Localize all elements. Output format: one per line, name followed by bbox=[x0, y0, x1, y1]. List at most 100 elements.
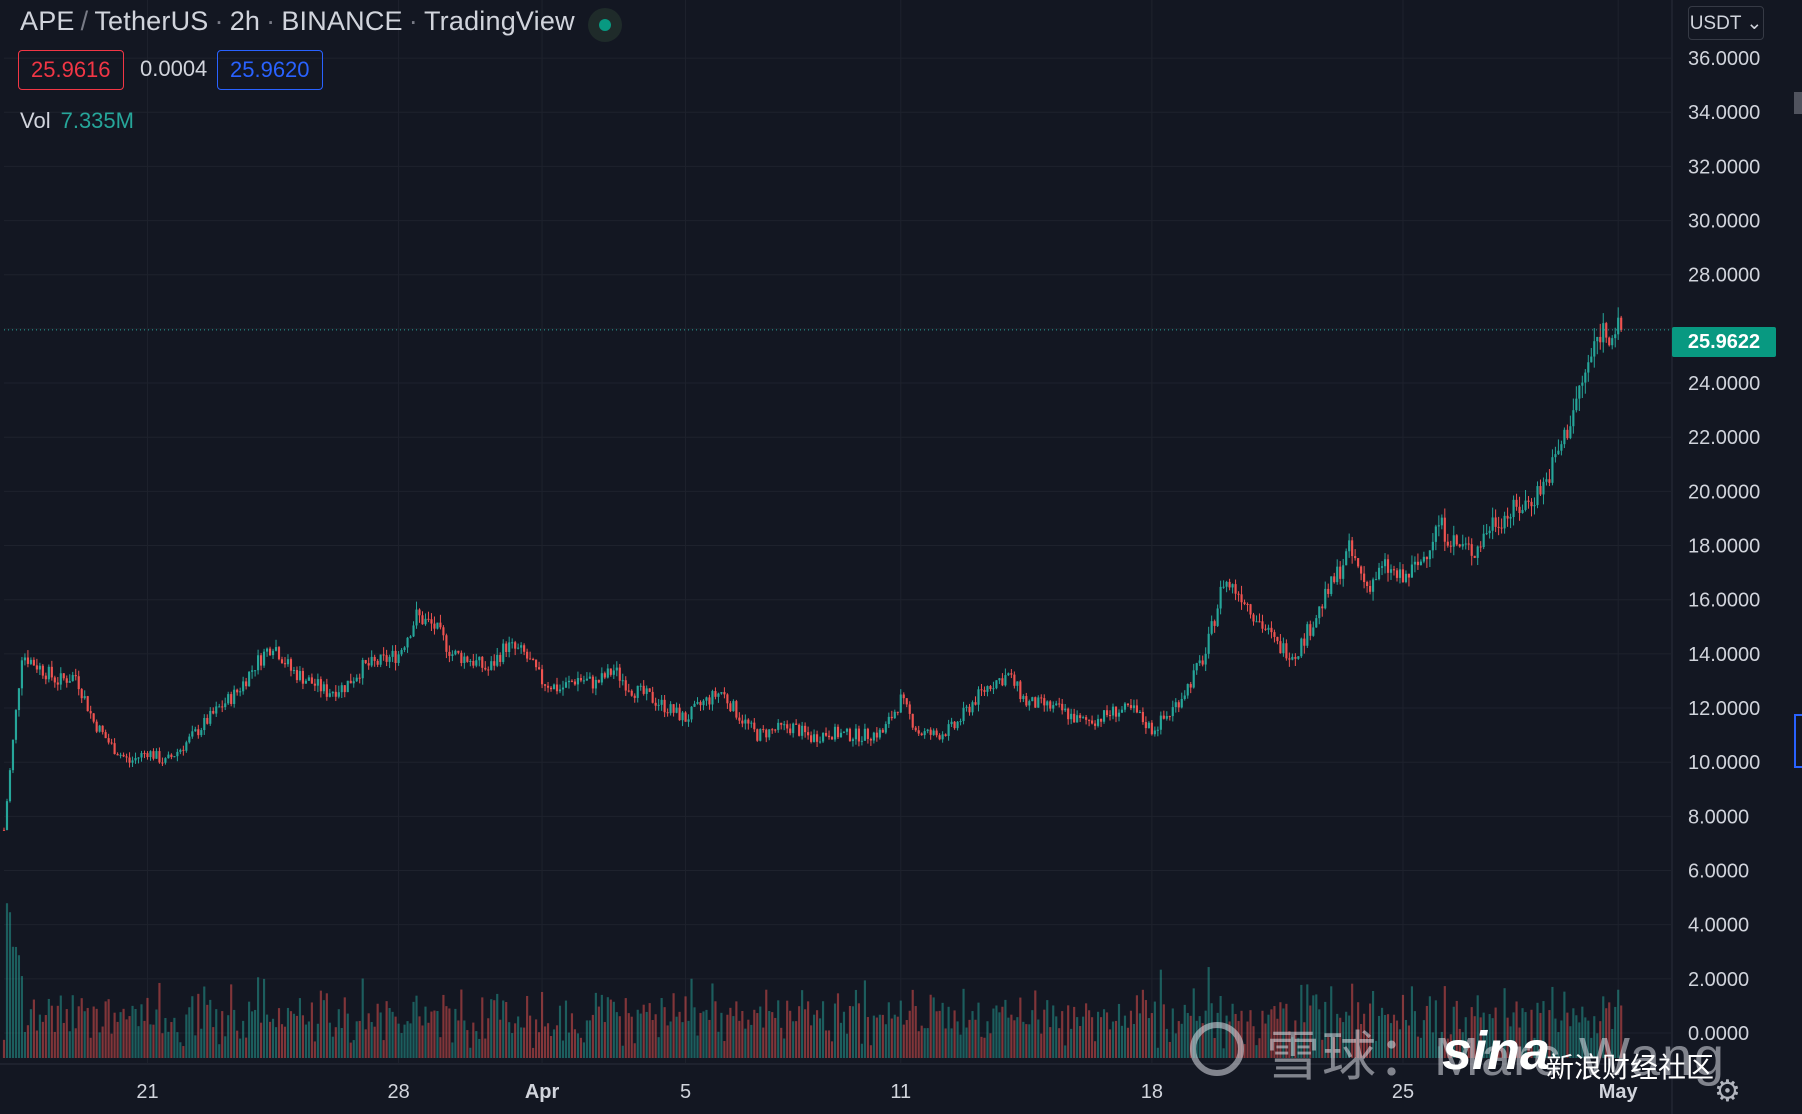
volume-bar bbox=[771, 1012, 774, 1058]
volume-bar bbox=[642, 1004, 645, 1058]
volume-bar bbox=[944, 1028, 947, 1058]
volume-bar bbox=[905, 1020, 908, 1058]
volume-bar bbox=[735, 1001, 738, 1058]
candle-body bbox=[1028, 701, 1031, 706]
candle-body bbox=[62, 673, 65, 679]
candle-body bbox=[714, 691, 717, 697]
volume-bar bbox=[1479, 1017, 1482, 1058]
candle-body bbox=[1073, 713, 1076, 723]
volume-bar bbox=[845, 1033, 849, 1058]
volume-bar bbox=[1085, 1003, 1088, 1058]
candle-body bbox=[1467, 543, 1470, 545]
volume-bar bbox=[1509, 1026, 1512, 1058]
volume-legend[interactable]: Vol 7.335M bbox=[20, 108, 134, 134]
volume-bar bbox=[774, 1017, 777, 1058]
grid bbox=[0, 0, 1673, 1114]
volume-bar bbox=[1563, 991, 1566, 1058]
candle-body bbox=[878, 729, 881, 738]
candle-body bbox=[1201, 660, 1204, 665]
volume-bar bbox=[1025, 1024, 1028, 1058]
volume-bar bbox=[1449, 1034, 1452, 1058]
volume-bar bbox=[950, 1028, 953, 1058]
candle-body bbox=[289, 659, 293, 671]
candle-body bbox=[579, 678, 583, 681]
candle-body bbox=[361, 660, 364, 679]
candle-body bbox=[131, 760, 134, 763]
volume-bar bbox=[1377, 1015, 1381, 1058]
volume-bar bbox=[83, 1011, 86, 1058]
candle-body bbox=[615, 667, 618, 671]
candle-body bbox=[481, 656, 484, 668]
candle-body bbox=[451, 654, 454, 656]
volume-bar bbox=[1258, 1038, 1261, 1058]
candle-body bbox=[1345, 551, 1348, 566]
volume-bar bbox=[1192, 988, 1195, 1058]
candle-body bbox=[478, 656, 481, 661]
candle-body bbox=[753, 722, 756, 730]
volume-label: Vol bbox=[20, 108, 51, 133]
candle-body bbox=[1240, 594, 1243, 603]
volume-bars bbox=[2, 903, 1623, 1058]
market-open-status-icon[interactable] bbox=[588, 8, 622, 42]
candle-body bbox=[274, 647, 278, 651]
volume-bar bbox=[313, 1041, 316, 1058]
candle-body bbox=[1243, 602, 1246, 605]
side-panel-toggle[interactable] bbox=[1794, 714, 1802, 768]
volume-bar bbox=[307, 1021, 310, 1058]
candle-body bbox=[1303, 638, 1306, 646]
candle-body bbox=[1171, 707, 1174, 717]
currency-select-button[interactable]: USDT ⌄ bbox=[1688, 6, 1764, 40]
volume-bar bbox=[1342, 1022, 1345, 1058]
candle-body bbox=[1330, 576, 1333, 594]
volume-bar bbox=[496, 993, 499, 1058]
volume-bar bbox=[502, 1000, 505, 1058]
candle-body bbox=[1431, 541, 1434, 551]
spread-value: 0.0004 bbox=[140, 56, 208, 81]
volume-bar bbox=[714, 1001, 717, 1058]
candle-body bbox=[1153, 730, 1156, 735]
candle-body bbox=[1360, 566, 1363, 574]
interval-label[interactable]: 2h bbox=[229, 6, 261, 36]
volume-bar bbox=[325, 993, 328, 1058]
volume-bar bbox=[143, 1020, 146, 1058]
candle-body bbox=[188, 736, 191, 743]
candle-body bbox=[603, 673, 606, 678]
candle-body bbox=[1428, 550, 1431, 560]
settings-gear-icon[interactable]: ⚙ bbox=[1714, 1075, 1741, 1108]
candle-body bbox=[1096, 718, 1100, 726]
volume-bar bbox=[1398, 1029, 1402, 1058]
pair-label[interactable]: TetherUS bbox=[94, 6, 209, 36]
candle-body bbox=[1291, 656, 1294, 660]
volume-bar bbox=[62, 1022, 65, 1058]
candle-body bbox=[122, 754, 125, 757]
candle-body bbox=[1494, 517, 1497, 527]
volume-bar bbox=[185, 1014, 188, 1058]
volume-bar bbox=[236, 1030, 239, 1058]
volume-bar bbox=[651, 1020, 654, 1058]
volume-bar bbox=[1132, 1024, 1136, 1058]
candle-body bbox=[391, 650, 394, 657]
candle-body bbox=[1524, 500, 1527, 510]
volume-bar bbox=[588, 1020, 591, 1058]
candle-body bbox=[627, 690, 630, 692]
candle-body bbox=[1183, 695, 1186, 700]
volume-bar bbox=[1082, 1016, 1085, 1058]
volume-bar bbox=[1345, 1011, 1348, 1058]
ask-price-button[interactable]: 25.9620 bbox=[217, 50, 323, 90]
candle-body bbox=[636, 685, 639, 698]
volume-bar bbox=[1434, 1000, 1437, 1058]
volume-bar bbox=[164, 1018, 167, 1058]
scrollbar-handle[interactable] bbox=[1794, 92, 1802, 114]
bid-price-button[interactable]: 25.9616 bbox=[18, 50, 124, 90]
symbol-label[interactable]: APE bbox=[20, 6, 75, 36]
volume-bar bbox=[1521, 1008, 1524, 1058]
candle-body bbox=[1383, 559, 1387, 567]
volume-bar bbox=[1088, 1010, 1091, 1058]
volume-bar bbox=[304, 1024, 307, 1058]
candle-body bbox=[1569, 426, 1572, 439]
candle-body bbox=[1138, 711, 1141, 713]
candle-body bbox=[212, 710, 215, 714]
volume-bar bbox=[893, 1014, 896, 1058]
